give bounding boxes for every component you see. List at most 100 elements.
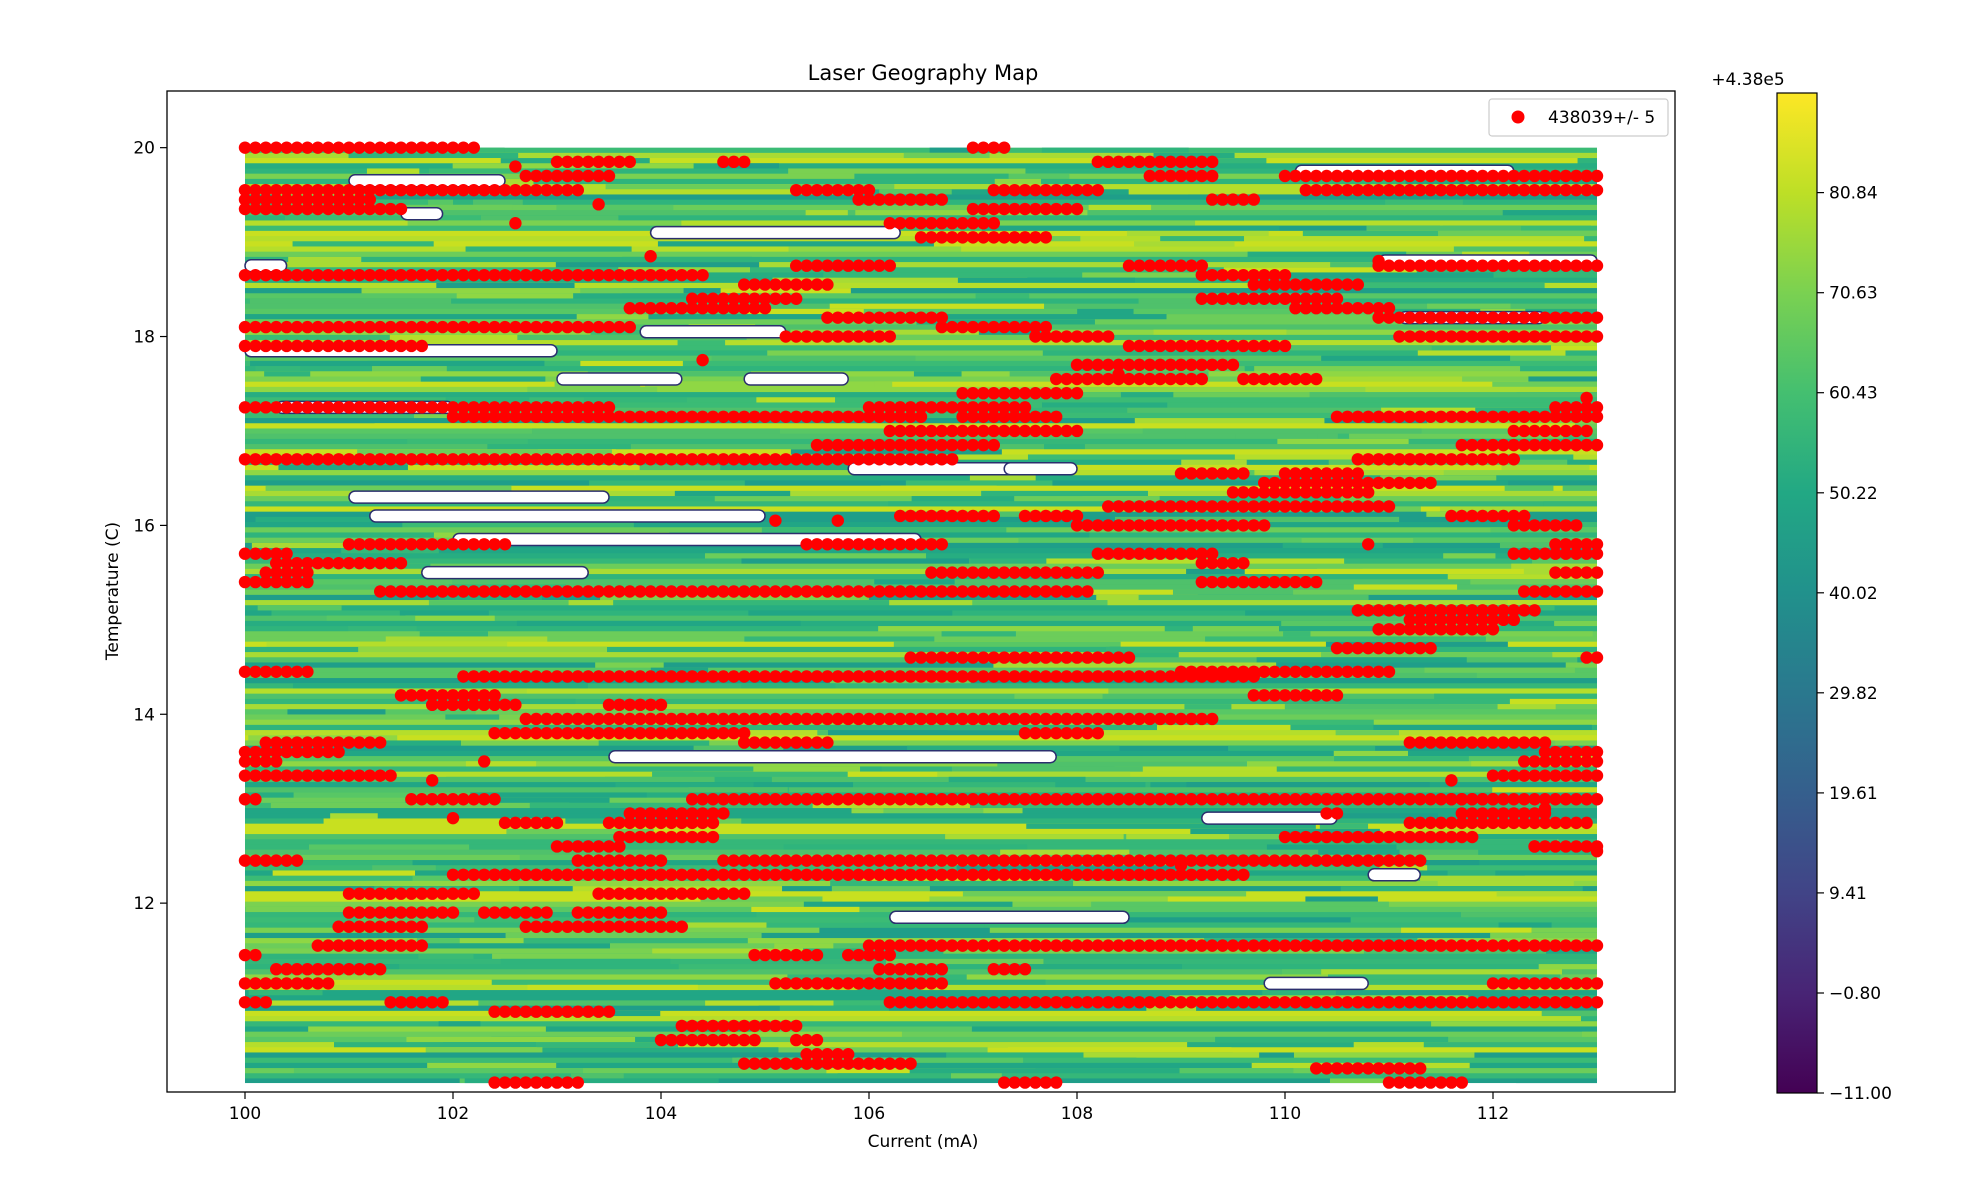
scatter-point (509, 160, 522, 173)
scatter-point (550, 1076, 564, 1089)
scatter-point (322, 320, 335, 334)
scatter-point (280, 575, 293, 589)
heatmap-stripe-segment (657, 241, 934, 247)
heatmap-stripe-segment (905, 480, 1053, 487)
scatter-point (509, 698, 522, 712)
scatter-point (1414, 1076, 1427, 1089)
heatmap-stripe (245, 610, 1597, 617)
scatter-point (623, 301, 636, 315)
heatmap-stripe (245, 906, 1597, 913)
scatter-point (1008, 651, 1021, 664)
scatter-point (384, 920, 397, 933)
scatter-point (592, 585, 605, 598)
scatter-point (457, 689, 470, 702)
heatmap-gap (348, 490, 610, 504)
scatter-point (1445, 623, 1458, 636)
scatter-point (862, 939, 876, 952)
scatter-point (467, 268, 480, 282)
scatter-point (800, 712, 813, 726)
scatter-point (602, 887, 616, 900)
heatmap-stripe-segment (334, 1042, 536, 1048)
scatter-point (821, 278, 834, 291)
scatter-point (478, 268, 491, 282)
heatmap-stripe-segment (1282, 542, 1383, 549)
scatter-point (446, 183, 460, 197)
scatter-point (1538, 547, 1552, 560)
scatter-point (332, 268, 345, 282)
scatter-point (332, 556, 345, 570)
scatter-point (1590, 259, 1604, 272)
scatter-point (1570, 519, 1583, 532)
scatter-point (582, 585, 595, 598)
heatmap-stripe (245, 834, 1597, 840)
scatter-point (1060, 372, 1073, 386)
scatter-point (301, 769, 314, 782)
scatter-point (1476, 509, 1489, 523)
scatter-point (842, 1057, 855, 1070)
heatmap-stripe-segment (1284, 704, 1498, 710)
scatter-point (977, 320, 990, 334)
scatter-point (1195, 292, 1209, 305)
scatter-point (394, 585, 408, 598)
scatter-point (592, 726, 605, 740)
scatter-point (436, 887, 449, 900)
scatter-point (644, 868, 657, 882)
heatmap-stripe-segment (465, 761, 537, 767)
scatter-point (363, 193, 376, 206)
scatter-point (1424, 476, 1437, 490)
heatmap-stripe-segment (975, 293, 1030, 299)
scatter-point (1538, 424, 1552, 438)
scatter-point (1403, 816, 1417, 830)
scatter-point (1112, 868, 1125, 882)
heatmap-stripe-segment (323, 740, 461, 747)
scatter-point (935, 963, 948, 976)
scatter-point (1538, 996, 1552, 1009)
scatter-point (249, 339, 262, 353)
scatter-point (1060, 712, 1073, 726)
scatter-point (686, 807, 699, 820)
scatter-point (1143, 712, 1157, 726)
scatter-point (498, 1005, 512, 1018)
scatter-point (1070, 519, 1084, 532)
scatter-point (1590, 996, 1604, 1009)
scatter-point (956, 509, 969, 523)
scatter-point (1070, 358, 1084, 372)
scatter-point (405, 939, 418, 952)
scatter-point (1185, 670, 1198, 683)
heatmap-stripe-segment (1157, 724, 1291, 731)
scatter-point (977, 410, 990, 423)
scatter-point (1216, 500, 1229, 513)
scatter-point (831, 793, 844, 806)
scatter-point (332, 769, 345, 782)
heatmap-stripe (245, 953, 1597, 960)
scatter-point (519, 670, 532, 683)
scatter-point (374, 320, 387, 334)
heatmap-stripe-segment (1254, 366, 1521, 372)
scatter-point (873, 401, 886, 414)
scatter-point (654, 698, 668, 712)
scatter-point (1091, 566, 1105, 579)
scatter-point (696, 670, 709, 683)
scatter-point (405, 320, 418, 334)
scatter-point (1362, 830, 1375, 844)
heatmap-stripe-segment (1262, 990, 1336, 996)
scatter-point (644, 712, 657, 726)
scatter-point (1299, 939, 1313, 952)
scatter-point (1570, 538, 1583, 551)
heatmap-stripe-segment (348, 152, 519, 159)
scatter-point (530, 868, 543, 882)
scatter-point (519, 585, 532, 598)
scatter-point (1185, 712, 1198, 726)
heatmap-stripe-segment (1447, 574, 1597, 580)
scatter-point (1455, 816, 1469, 830)
scatter-point (1393, 259, 1406, 272)
scatter-point (706, 670, 720, 683)
scatter-point (1268, 689, 1281, 702)
scatter-point (925, 566, 938, 579)
scatter-point (935, 996, 948, 1009)
scatter-point (602, 670, 616, 683)
scatter-point (1507, 939, 1521, 952)
scatter-point (842, 410, 855, 423)
scatter-point (1122, 547, 1136, 560)
scatter-point (550, 410, 564, 423)
